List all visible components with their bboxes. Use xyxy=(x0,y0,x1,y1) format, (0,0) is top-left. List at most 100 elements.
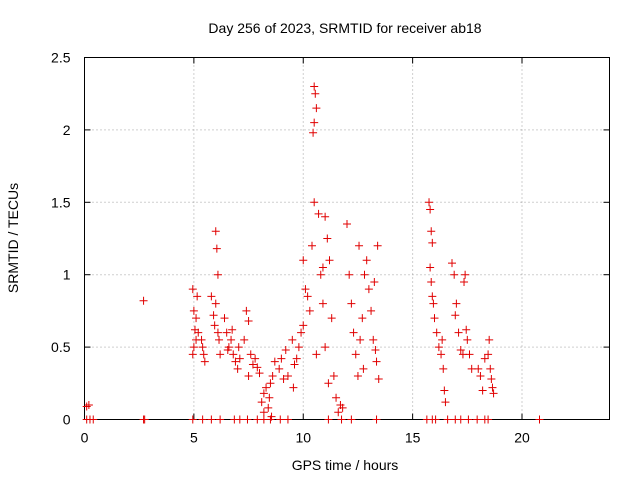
data-point xyxy=(438,335,447,344)
data-point xyxy=(332,393,341,402)
data-point xyxy=(213,270,222,279)
y-axis-label: SRMTID / TECUs xyxy=(5,183,21,293)
data-point xyxy=(246,350,255,359)
data-point xyxy=(358,314,367,323)
data-point xyxy=(266,379,275,388)
data-point xyxy=(439,364,448,373)
data-point xyxy=(429,299,438,308)
data-point xyxy=(213,328,222,337)
data-point xyxy=(359,364,368,373)
data-point xyxy=(426,263,435,272)
x-axis-tick-labels: 0 5 10 15 20 xyxy=(81,430,530,446)
data-point xyxy=(310,82,319,91)
data-point xyxy=(82,402,91,411)
data-point xyxy=(485,335,494,344)
axis-ticks xyxy=(84,57,610,420)
data-point xyxy=(270,357,279,366)
data-point xyxy=(194,328,203,337)
data-point xyxy=(461,270,470,279)
data-point xyxy=(473,415,482,424)
data-point xyxy=(294,343,303,352)
data-point xyxy=(257,398,266,407)
y-axis-tick-labels: 0 0.5 1 1.5 2 2.5 xyxy=(51,50,71,428)
data-point xyxy=(223,345,232,354)
data-point xyxy=(360,270,369,279)
data-point xyxy=(321,212,330,221)
data-point xyxy=(428,238,437,247)
data-point xyxy=(364,285,373,294)
data-point xyxy=(211,227,220,236)
data-point xyxy=(456,415,465,424)
data-point xyxy=(451,311,460,320)
data-point xyxy=(283,372,292,381)
data-point xyxy=(535,415,544,424)
data-point xyxy=(215,335,224,344)
data-point xyxy=(347,299,356,308)
data-point xyxy=(242,306,251,315)
data-point xyxy=(292,354,301,363)
data-point xyxy=(231,357,240,366)
data-point xyxy=(210,321,219,330)
data-point xyxy=(244,317,253,326)
data-point xyxy=(283,415,292,424)
data-point xyxy=(428,292,437,301)
data-point xyxy=(288,335,297,344)
data-point xyxy=(372,415,381,424)
y-tick-label: 0.5 xyxy=(51,339,71,355)
data-point xyxy=(228,325,237,334)
data-point xyxy=(431,415,440,424)
data-point xyxy=(297,328,306,337)
data-point xyxy=(290,360,299,369)
data-point xyxy=(198,343,207,352)
data-point xyxy=(251,354,260,363)
data-point xyxy=(443,415,452,424)
data-point xyxy=(209,311,218,320)
data-point xyxy=(264,403,273,412)
x-axis-label: GPS time / hours xyxy=(292,457,399,473)
data-point xyxy=(188,415,197,424)
data-point xyxy=(321,343,330,352)
data-point xyxy=(299,321,308,330)
data-point xyxy=(462,325,471,334)
data-point xyxy=(452,299,461,308)
data-point xyxy=(289,383,298,392)
data-point xyxy=(207,415,216,424)
data-point xyxy=(207,292,216,301)
data-point xyxy=(275,364,284,373)
data-point xyxy=(371,345,380,354)
data-point xyxy=(337,415,346,424)
data-point xyxy=(243,415,252,424)
data-point xyxy=(372,357,381,366)
data-point xyxy=(362,256,371,265)
data-point xyxy=(199,350,208,359)
data-point xyxy=(276,415,285,424)
data-point xyxy=(234,343,243,352)
chart-title: Day 256 of 2023, SRMTID for receiver ab1… xyxy=(208,20,481,36)
data-point xyxy=(355,241,364,250)
data-point xyxy=(327,314,336,323)
data-point xyxy=(425,198,434,207)
data-point xyxy=(318,299,327,308)
data-point xyxy=(197,335,206,344)
data-point xyxy=(430,314,439,323)
data-point xyxy=(434,343,443,352)
data-point xyxy=(448,259,456,268)
data-point xyxy=(347,415,356,424)
data-point xyxy=(349,328,358,337)
data-point xyxy=(312,350,321,359)
data-point xyxy=(220,314,229,323)
data-point xyxy=(233,364,242,373)
data-point xyxy=(329,372,338,381)
data-point xyxy=(216,415,225,424)
data-point xyxy=(486,364,495,373)
data-point xyxy=(84,401,93,410)
data-point xyxy=(338,403,347,412)
data-point xyxy=(277,354,286,363)
data-point xyxy=(463,335,472,344)
data-point xyxy=(198,415,207,424)
data-point xyxy=(253,363,262,372)
data-point xyxy=(324,415,333,424)
data-points xyxy=(82,82,544,424)
data-point xyxy=(309,128,318,137)
data-point xyxy=(310,198,319,207)
